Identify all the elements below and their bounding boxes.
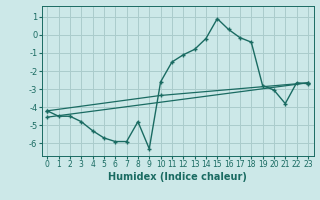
X-axis label: Humidex (Indice chaleur): Humidex (Indice chaleur) xyxy=(108,172,247,182)
